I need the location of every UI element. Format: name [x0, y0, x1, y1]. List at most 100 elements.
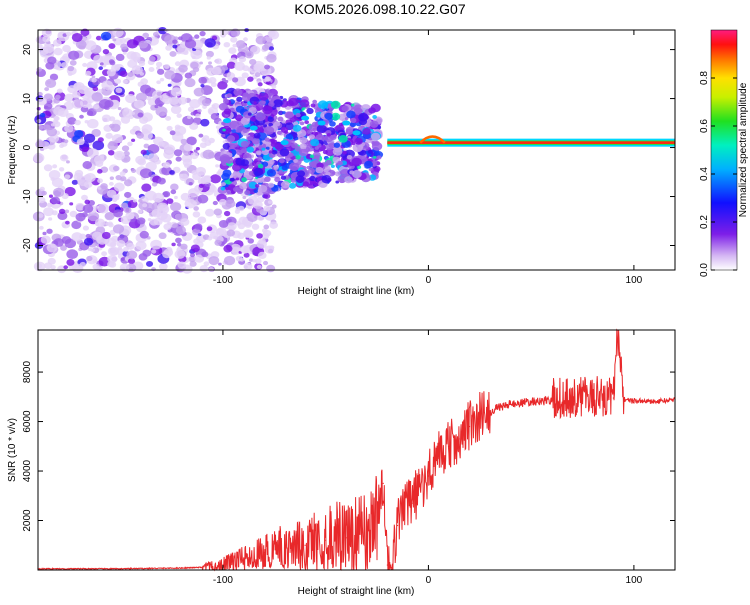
spectral-blob — [101, 80, 114, 91]
spectral-blob — [76, 138, 85, 146]
spectral-blob — [69, 202, 74, 206]
spectral-blob — [190, 244, 200, 253]
spectral-blob — [127, 72, 134, 78]
spectral-blob — [187, 188, 200, 198]
spectral-blob — [302, 181, 310, 187]
spectral-blob — [193, 149, 198, 153]
spectral-blob — [271, 185, 279, 192]
spectral-blob — [127, 141, 133, 147]
spectral-blob — [113, 150, 126, 161]
spectral-blob — [352, 170, 362, 179]
spectral-blob — [192, 211, 201, 218]
spectral-blob — [141, 112, 153, 122]
spectral-hotspot — [223, 118, 232, 124]
spectral-blob — [247, 205, 253, 210]
spectrogram-ytick-label: 20 — [22, 44, 33, 56]
snr-ytick-label: 2000 — [22, 509, 33, 532]
spectral-blob — [52, 187, 65, 198]
spectral-blob — [225, 186, 230, 191]
spectral-blob — [57, 211, 68, 221]
spectral-blob — [91, 75, 96, 79]
snr-point — [489, 411, 491, 413]
spectral-blob — [170, 87, 182, 97]
spectral-blob — [257, 163, 264, 169]
spectral-blob — [37, 125, 44, 130]
spectral-blob — [309, 161, 317, 168]
spectral-blob — [114, 78, 122, 84]
spectral-blob — [184, 72, 193, 79]
spectral-blob — [268, 150, 273, 154]
spectral-blob — [271, 204, 277, 209]
spectral-blob — [53, 47, 63, 56]
spectral-blob — [205, 50, 214, 58]
spectral-blob — [58, 208, 66, 214]
spectral-blob — [92, 263, 100, 270]
spectral-blob — [216, 228, 224, 235]
spectral-blob — [177, 96, 188, 105]
spectral-blob — [71, 179, 79, 185]
spectral-blob — [46, 243, 58, 253]
colorbar-tick-label: 0.0 — [699, 263, 710, 277]
spectral-blob — [131, 138, 136, 143]
spectral-blob — [309, 154, 315, 159]
spectral-blob — [169, 130, 176, 136]
snr-point — [325, 539, 327, 541]
spectral-blob — [203, 261, 210, 267]
spectral-blob — [325, 143, 334, 151]
spectral-blob — [126, 250, 138, 260]
spectral-blob — [124, 191, 132, 198]
spectral-blob — [53, 98, 60, 104]
spectral-blob — [264, 76, 271, 82]
spectral-blob — [128, 114, 134, 120]
spectral-blob — [235, 206, 241, 211]
spectral-blob — [174, 195, 178, 200]
spectral-blob — [277, 116, 284, 122]
spectral-blob — [107, 149, 115, 156]
spectral-blob — [279, 158, 285, 164]
spectral-blob — [194, 254, 205, 263]
spectral-blob — [82, 161, 93, 169]
spectral-blob — [289, 162, 300, 172]
spectral-blob — [200, 83, 205, 88]
spectral-blob — [84, 172, 96, 183]
snr-ytick-label: 4000 — [22, 459, 33, 482]
spectral-blob — [241, 177, 247, 183]
spectral-blob — [102, 49, 110, 55]
spectral-blob — [354, 137, 363, 145]
spectral-blob — [221, 173, 230, 181]
spectral-blob — [93, 104, 100, 110]
spectral-blob — [157, 177, 166, 185]
spectral-blob — [200, 175, 212, 185]
spectral-blob — [339, 178, 345, 184]
spectral-blob — [115, 87, 123, 94]
spectral-blob — [176, 242, 182, 247]
spectral-blob — [53, 238, 64, 247]
spectral-blob — [231, 77, 239, 83]
spectral-blob — [288, 182, 297, 189]
spectral-blob — [87, 118, 99, 129]
spectral-blob — [148, 67, 155, 72]
spectral-blob — [273, 99, 283, 108]
spectral-blob — [161, 112, 166, 116]
snr-point — [403, 512, 405, 514]
spectral-blob — [131, 168, 137, 173]
spectral-blob — [91, 77, 97, 83]
spectral-blob — [52, 119, 59, 125]
spectral-blob — [119, 38, 127, 44]
spectral-blob — [214, 239, 222, 246]
spectral-blob — [344, 176, 353, 184]
spectral-blob — [174, 249, 186, 259]
spectral-blob — [58, 167, 65, 172]
spectral-blob — [97, 137, 104, 143]
spectral-blob — [261, 147, 266, 151]
spectral-blob — [68, 50, 80, 61]
spectral-blob — [156, 80, 161, 85]
snr-point — [427, 475, 430, 477]
spectral-blob — [280, 181, 290, 189]
spectral-blob — [91, 129, 101, 137]
spectral-blob — [249, 58, 257, 66]
spectral-blob — [182, 158, 193, 167]
spectral-blob — [268, 46, 275, 51]
spectral-blob — [263, 126, 275, 135]
